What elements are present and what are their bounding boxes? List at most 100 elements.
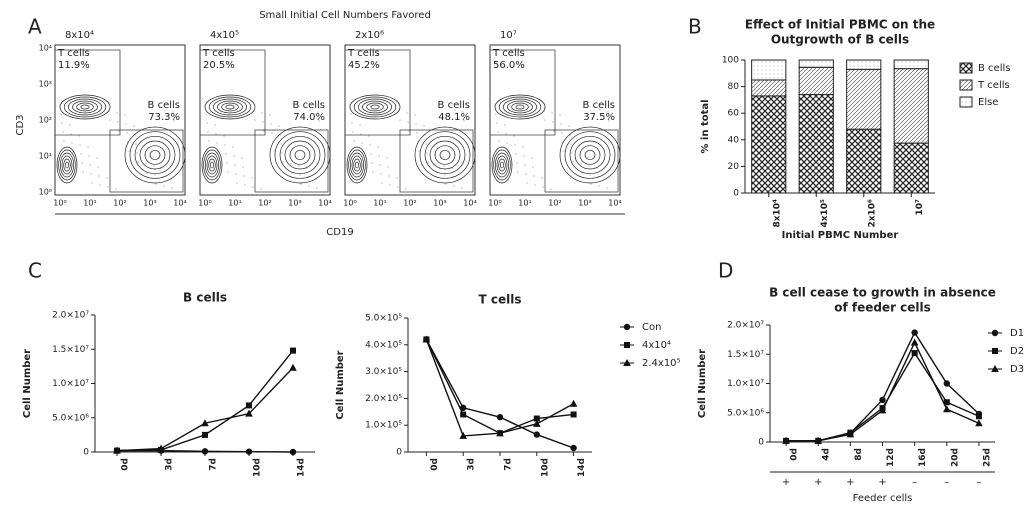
feeder-sign: + (878, 477, 886, 488)
scatter-dot (550, 188, 552, 190)
scatter-dot (560, 123, 562, 125)
legend-marker (991, 365, 999, 372)
flow-x-label: CD19 (326, 227, 353, 238)
scatter-dot (372, 171, 374, 173)
contour (491, 146, 513, 184)
scatter-dot (463, 120, 465, 122)
x-tick-label: 12d (886, 448, 896, 467)
point (245, 448, 253, 455)
flow-x-tick: 10⁴ (173, 199, 186, 208)
scatter-dot (261, 112, 263, 114)
panel-label: 2x10⁶ (355, 30, 384, 41)
contour (67, 98, 103, 116)
scatter-dot (299, 174, 301, 176)
bar-segment (846, 59, 882, 70)
legend-marker (992, 348, 998, 354)
scatter-dot (241, 157, 243, 159)
contour (564, 131, 616, 179)
scatter-dot (310, 118, 312, 120)
point (289, 363, 297, 371)
scatter-dot (587, 156, 589, 158)
contour (134, 135, 176, 175)
x-tick-label: 4x10⁵ (820, 199, 830, 228)
scatter-dot (153, 165, 155, 167)
contour (349, 152, 365, 178)
y-tick-label: 1.5×10⁷ (727, 350, 764, 360)
contour (221, 102, 239, 112)
scatter-dot (462, 111, 464, 113)
b-percent: 48.1% (438, 112, 470, 123)
scatter-dot (117, 121, 119, 123)
point (202, 431, 208, 438)
scatter-dot (496, 122, 498, 124)
y-tick-label: 0 (733, 189, 739, 199)
scatter-dot (570, 143, 572, 145)
scatter-dot (436, 172, 438, 174)
scatter-dot (126, 132, 128, 134)
scatter-dot (270, 123, 272, 125)
scatter-dot (278, 125, 280, 127)
panel-letter: B (688, 15, 702, 39)
scatter-dot (124, 114, 126, 116)
legend-label: T cells (977, 80, 1010, 91)
feeder-sign: + (782, 477, 790, 488)
scatter-dot (155, 183, 157, 185)
feeder-sign: – (912, 477, 917, 488)
flow-x-tick: 10⁰ (343, 199, 356, 208)
scatter-dot (351, 122, 353, 124)
scatter-dot (399, 119, 401, 121)
y-tick-label: 0 (396, 448, 402, 458)
scatter-dot (234, 164, 236, 166)
scatter-dot (99, 184, 101, 186)
feeder-sign: – (976, 477, 981, 488)
scatter-dot (235, 173, 237, 175)
scatter-dot (173, 120, 175, 122)
scatter-dot (523, 155, 525, 157)
y-tick-label: 4.0×10⁵ (365, 340, 402, 350)
scatter-dot (544, 119, 546, 121)
bar-segment (893, 59, 929, 70)
scatter-dot (442, 156, 444, 158)
scatter-dot (252, 186, 254, 188)
t-percent: 20.5% (203, 60, 235, 71)
flow-x-tick: 10³ (143, 199, 156, 208)
y-tick-label: 1.5×10⁷ (52, 345, 89, 355)
scatter-dot (505, 133, 507, 135)
scatter-dot (524, 164, 526, 166)
scatter-dot (517, 171, 519, 173)
legend-swatch (959, 96, 973, 108)
point (911, 329, 918, 336)
flow-x-tick: 10² (403, 199, 416, 208)
scatter-dot (588, 165, 590, 167)
x-tick-label: 25d (982, 448, 992, 467)
contour (139, 140, 171, 170)
y-axis-label: Cell Number (22, 349, 33, 418)
scatter-dot (515, 153, 517, 155)
scatter-dot (251, 177, 253, 179)
scatter-dot (425, 143, 427, 145)
point (113, 446, 121, 454)
x-tick-label: 20d (950, 448, 960, 467)
contour (370, 104, 380, 110)
scatter-dot (362, 151, 364, 153)
scatter-dot (281, 152, 283, 154)
scatter-dot (361, 142, 363, 144)
gate (200, 49, 266, 136)
contour (56, 146, 78, 184)
point (910, 338, 919, 346)
contour (414, 126, 476, 184)
t-percent: 11.9% (58, 60, 90, 71)
y-tick-label: 1.0×10⁷ (52, 379, 89, 389)
y-tick-label: 40 (728, 135, 740, 145)
x-tick-label: 0d (430, 458, 440, 471)
contour (515, 104, 525, 110)
chart-title: B cell cease to growth in absence (769, 286, 996, 300)
scatter-dot (128, 150, 130, 152)
scatter-dot (368, 135, 370, 137)
scatter-dot (232, 146, 234, 148)
scatter-dot (542, 186, 544, 188)
scatter-dot (418, 150, 420, 152)
feeder-sign: + (846, 477, 854, 488)
scatter-dot (386, 157, 388, 159)
contour (208, 96, 252, 118)
